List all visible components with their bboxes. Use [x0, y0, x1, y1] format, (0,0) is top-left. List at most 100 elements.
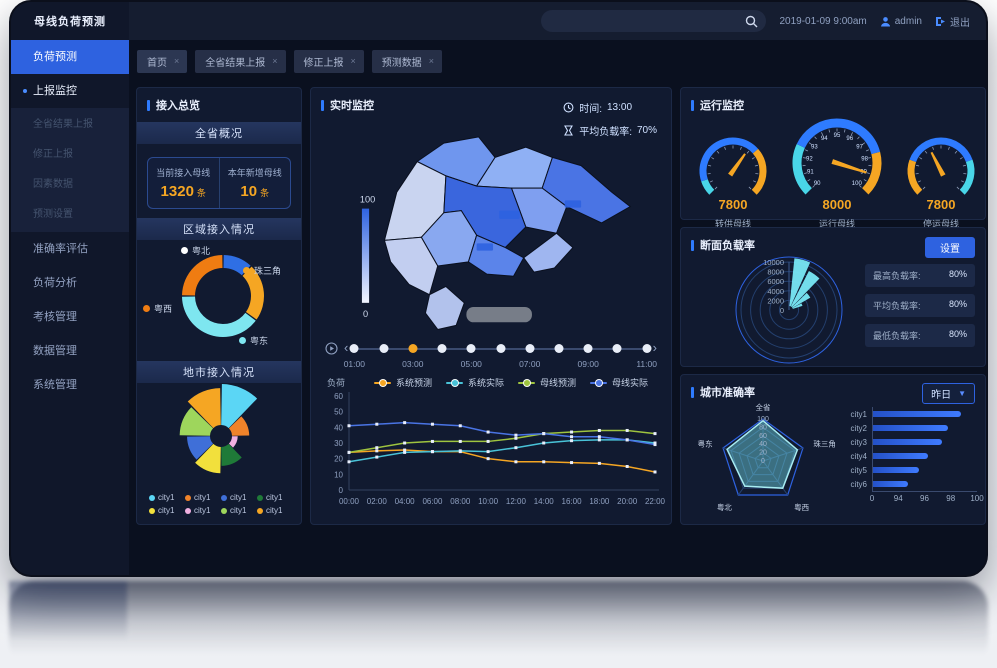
sidebar-item[interactable]: 全省结果上报	[33, 119, 93, 130]
tab[interactable]: 预测数据 ×	[371, 50, 443, 73]
rose-legend-item[interactable]: city1	[221, 493, 255, 502]
search-icon[interactable]	[745, 15, 758, 28]
svg-text:20: 20	[334, 455, 343, 464]
sidebar-item[interactable]: 因素数据	[33, 179, 73, 190]
bar[interactable]	[873, 467, 919, 473]
bar-track	[872, 407, 977, 421]
tab[interactable]: 全省结果上报 ×	[195, 50, 286, 73]
timeline-dot[interactable]	[525, 344, 535, 353]
svg-text:97: 97	[856, 145, 863, 151]
timeline-dot[interactable]	[612, 344, 622, 353]
timeline-dot[interactable]	[496, 344, 505, 353]
section-stat-value: 80%	[948, 329, 967, 339]
sidebar-submenu: 全省结果上报 修正上报因素数据预测设置	[11, 108, 129, 232]
svg-text:94: 94	[821, 136, 828, 142]
search-input[interactable]	[553, 15, 746, 27]
settings-button[interactable]: 设置	[925, 237, 975, 258]
avg-load-info: 平均负载率: 70%	[563, 123, 657, 138]
donut-legend-item[interactable]: 粤东	[239, 334, 268, 347]
bar-label: city3	[850, 437, 867, 447]
svg-text:90: 90	[814, 181, 821, 187]
user-icon	[880, 16, 890, 26]
line-legend-item[interactable]: 系统预测	[373, 376, 432, 389]
timeline-next-icon[interactable]: ›	[652, 340, 657, 355]
sidebar-item[interactable]: 预测设置	[33, 209, 73, 220]
section-header-region: 区域接入情况	[137, 218, 301, 240]
line-legend-item[interactable]: 母线实际	[590, 376, 648, 389]
donut-legend-item[interactable]: 珠三角	[243, 264, 281, 277]
tab-close-icon[interactable]: ×	[272, 56, 278, 66]
timeline-play-icon[interactable]	[325, 342, 338, 355]
rose-legend-item[interactable]: city1	[221, 506, 255, 515]
timeline-dot[interactable]	[437, 344, 447, 353]
legend-label: city1	[230, 506, 247, 515]
period-dropdown[interactable]: 昨日 ▼	[922, 383, 975, 404]
timeline-dot[interactable]	[642, 344, 652, 353]
bar-label: city4	[850, 451, 867, 461]
bar[interactable]	[873, 425, 949, 431]
avg-load-label: 平均负载率:	[579, 127, 632, 138]
svg-text:100: 100	[852, 181, 863, 187]
timeline-dot[interactable]	[554, 344, 564, 353]
guangdong-map[interactable]: 100 0	[323, 112, 661, 338]
rose-legend-item[interactable]: city1	[257, 506, 291, 515]
line-legend-item[interactable]: 母线预测	[518, 376, 576, 389]
timeline-dot[interactable]	[349, 344, 359, 353]
title-bar-accent	[691, 99, 694, 111]
city-rose-chart	[137, 383, 301, 489]
rose-legend-item[interactable]: city1	[149, 506, 183, 515]
panel-title-row: 断面负载率	[681, 228, 985, 253]
tab-close-icon[interactable]: ×	[428, 56, 435, 66]
timeline-dot[interactable]	[408, 344, 418, 353]
sidebar-item[interactable]: 系统管理	[33, 379, 77, 391]
line-legend-item[interactable]: 系统实际	[445, 376, 504, 389]
legend-dot	[221, 507, 227, 514]
donut-legend-item[interactable]: 粤北	[181, 244, 210, 257]
timeline-track[interactable]: 01:00 03:00 05:00 07:00 09:00 11:00	[344, 344, 657, 374]
bar-track	[872, 463, 977, 477]
sidebar-item[interactable]: 数据管理	[33, 345, 77, 357]
tab[interactable]: 修正上报 ×	[293, 50, 364, 73]
sidebar-item[interactable]: 准确率评估	[33, 243, 88, 255]
tab-close-icon[interactable]: ×	[350, 56, 356, 66]
bar[interactable]	[873, 481, 909, 487]
logout-label: 退出	[950, 17, 970, 29]
bar[interactable]	[873, 439, 942, 445]
section-stat-row: 平均负载率: 80%	[865, 294, 975, 317]
tab[interactable]: 首页 ×	[137, 50, 188, 73]
timeline-dot[interactable]	[379, 344, 389, 353]
sidebar-item[interactable]: 负荷分析	[33, 277, 77, 289]
tab-close-icon[interactable]: ×	[174, 56, 180, 66]
rose-legend-item[interactable]: city1	[149, 493, 183, 502]
rose-legend-item[interactable]: city1	[185, 493, 219, 502]
svg-text:珠三角: 珠三角	[813, 439, 836, 449]
map-label-chip	[499, 210, 520, 219]
bar[interactable]	[873, 453, 928, 459]
timeline-dot[interactable]	[466, 344, 476, 353]
donut-legend-item[interactable]: 粤西	[143, 302, 172, 315]
svg-text:92: 92	[806, 157, 813, 163]
legend-dot	[221, 494, 227, 501]
timeline-prev-icon[interactable]: ‹	[344, 340, 349, 355]
svg-text:6000: 6000	[767, 277, 784, 286]
bar[interactable]	[873, 411, 962, 417]
logout-button[interactable]: 退出	[935, 14, 970, 29]
section-stat-row: 最低负载率: 80%	[865, 324, 975, 347]
panel-gauge-title: 运行监控	[700, 100, 744, 112]
legend-label: 粤东	[250, 336, 269, 346]
sidebar-item[interactable]: 考核管理	[33, 311, 77, 323]
bar-axis-tick: 94	[893, 494, 903, 503]
gauge-value: 7800	[718, 197, 748, 212]
user-menu[interactable]: admin	[880, 16, 922, 27]
sidebar-item[interactable]: 修正上报	[33, 149, 73, 160]
timeline-dot[interactable]	[583, 344, 593, 353]
rose-legend-item[interactable]: city1	[185, 506, 219, 515]
legend-dot	[149, 494, 155, 501]
sidebar-item[interactable]: 负荷预测	[11, 40, 129, 74]
rose-legend-item[interactable]: city1	[257, 493, 291, 502]
svg-text:粤西: 粤西	[794, 502, 810, 512]
search-box[interactable]	[541, 10, 767, 32]
sidebar-item[interactable]: 上报监控	[11, 74, 129, 108]
load-line-chart: 0 10 20 30 40 50 60 00:00 02:00 04:00 06:00 08:00 10…	[334, 392, 665, 506]
